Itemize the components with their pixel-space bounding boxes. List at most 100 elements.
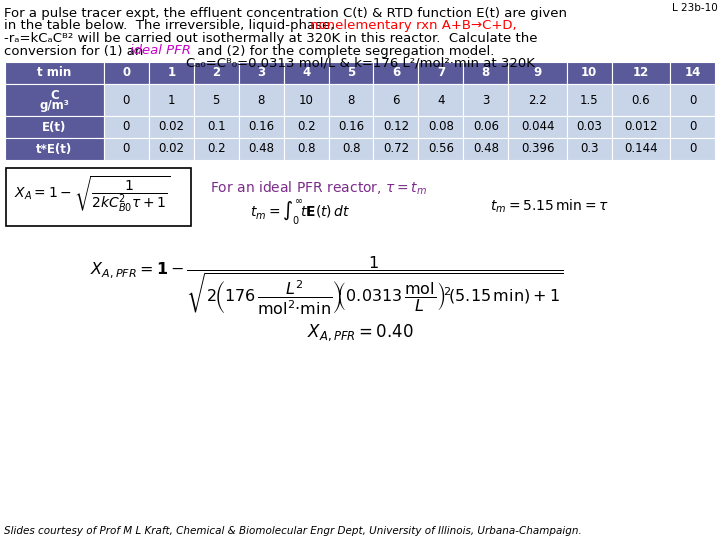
Text: 6: 6 xyxy=(392,93,400,106)
Text: 0: 0 xyxy=(689,93,696,106)
Bar xyxy=(670,84,715,116)
Text: and (2) for the complete segregation model.: and (2) for the complete segregation mod… xyxy=(193,44,495,57)
Text: 2.2: 2.2 xyxy=(528,93,547,106)
Bar xyxy=(612,62,670,84)
Text: 0: 0 xyxy=(122,120,130,133)
Bar xyxy=(418,84,464,116)
Text: 1: 1 xyxy=(167,66,176,79)
Text: -rₐ=kCₐCᴮ² will be carried out isothermally at 320K in this reactor.  Calculate : -rₐ=kCₐCᴮ² will be carried out isotherma… xyxy=(4,32,538,45)
Bar xyxy=(284,116,328,138)
Text: 0.8: 0.8 xyxy=(342,143,360,156)
Bar xyxy=(612,138,670,160)
Bar xyxy=(508,116,567,138)
Bar xyxy=(104,62,149,84)
Text: 10: 10 xyxy=(299,93,313,106)
Bar xyxy=(328,62,374,84)
Bar xyxy=(464,62,508,84)
Text: 0.12: 0.12 xyxy=(383,120,409,133)
Text: 4: 4 xyxy=(302,66,310,79)
Text: t*E(t): t*E(t) xyxy=(36,143,73,156)
Bar xyxy=(5,138,104,160)
Bar xyxy=(567,138,612,160)
Bar xyxy=(149,138,194,160)
Bar xyxy=(418,62,464,84)
Bar xyxy=(508,138,567,160)
Bar xyxy=(508,62,567,84)
Text: Cₐ₀=Cᴮ₀=0.0313 mol/L & k=176 L²/mol²·min at 320K: Cₐ₀=Cᴮ₀=0.0313 mol/L & k=176 L²/mol²·min… xyxy=(186,57,534,70)
Bar xyxy=(194,138,238,160)
Bar xyxy=(149,84,194,116)
Text: Slides courtesy of Prof M L Kraft, Chemical & Biomolecular Engr Dept, University: Slides courtesy of Prof M L Kraft, Chemi… xyxy=(4,526,582,536)
Text: 0: 0 xyxy=(122,66,130,79)
Text: 0: 0 xyxy=(122,93,130,106)
Text: nonelementary rxn A+B→C+D,: nonelementary rxn A+B→C+D, xyxy=(310,19,517,32)
Bar xyxy=(464,138,508,160)
Bar xyxy=(612,116,670,138)
Text: 2: 2 xyxy=(212,66,220,79)
Bar xyxy=(149,62,194,84)
Bar xyxy=(284,62,328,84)
Text: 0.012: 0.012 xyxy=(624,120,657,133)
Text: 0.56: 0.56 xyxy=(428,143,454,156)
Bar xyxy=(6,168,191,226)
Bar xyxy=(670,138,715,160)
Text: ideal PFR: ideal PFR xyxy=(130,44,191,57)
Text: 0.16: 0.16 xyxy=(248,120,274,133)
Text: 14: 14 xyxy=(684,66,701,79)
Text: 3: 3 xyxy=(257,66,265,79)
Bar xyxy=(328,84,374,116)
Bar xyxy=(464,84,508,116)
Bar xyxy=(5,116,104,138)
Text: 0.2: 0.2 xyxy=(207,143,225,156)
Text: 7: 7 xyxy=(437,66,445,79)
Text: 0.396: 0.396 xyxy=(521,143,554,156)
Text: C: C xyxy=(50,89,59,102)
Bar xyxy=(104,116,149,138)
Bar xyxy=(238,116,284,138)
Text: 9: 9 xyxy=(534,66,541,79)
Text: E(t): E(t) xyxy=(42,120,67,133)
Bar xyxy=(418,138,464,160)
Text: 0.044: 0.044 xyxy=(521,120,554,133)
Bar xyxy=(567,84,612,116)
Text: 0.48: 0.48 xyxy=(248,143,274,156)
Text: 12: 12 xyxy=(633,66,649,79)
Bar xyxy=(194,116,238,138)
Bar xyxy=(238,138,284,160)
Text: 0.48: 0.48 xyxy=(473,143,499,156)
Text: 8: 8 xyxy=(258,93,265,106)
Bar xyxy=(567,62,612,84)
Bar xyxy=(104,84,149,116)
Bar xyxy=(284,84,328,116)
Text: 0.144: 0.144 xyxy=(624,143,657,156)
Bar xyxy=(464,116,508,138)
Text: L 23b-10: L 23b-10 xyxy=(672,3,718,13)
Bar xyxy=(149,116,194,138)
Text: $X_{A,PFR} = 0.40$: $X_{A,PFR} = 0.40$ xyxy=(307,322,413,342)
Bar xyxy=(194,84,238,116)
Text: g/m³: g/m³ xyxy=(40,99,69,112)
Text: 0.08: 0.08 xyxy=(428,120,454,133)
Bar xyxy=(328,138,374,160)
Text: 8: 8 xyxy=(482,66,490,79)
Bar xyxy=(612,84,670,116)
Bar xyxy=(5,84,104,116)
Text: 0: 0 xyxy=(689,120,696,133)
Bar xyxy=(194,62,238,84)
Bar xyxy=(374,62,418,84)
Bar xyxy=(328,116,374,138)
Text: 5: 5 xyxy=(347,66,355,79)
Text: 0: 0 xyxy=(122,143,130,156)
Bar xyxy=(670,62,715,84)
Text: 1.5: 1.5 xyxy=(580,93,598,106)
Text: 0.06: 0.06 xyxy=(473,120,499,133)
Text: conversion for (1) an: conversion for (1) an xyxy=(4,44,148,57)
Text: 0.3: 0.3 xyxy=(580,143,598,156)
Bar xyxy=(284,138,328,160)
Text: 4: 4 xyxy=(437,93,445,106)
Bar xyxy=(508,84,567,116)
Text: in the table below.  The irreversible, liquid-phase,: in the table below. The irreversible, li… xyxy=(4,19,343,32)
Bar xyxy=(5,62,104,84)
Text: $t_m = \int_0^{\infty}\! t\mathbf{E}(t)\,dt$: $t_m = \int_0^{\infty}\! t\mathbf{E}(t)\… xyxy=(250,198,351,227)
Bar xyxy=(567,116,612,138)
